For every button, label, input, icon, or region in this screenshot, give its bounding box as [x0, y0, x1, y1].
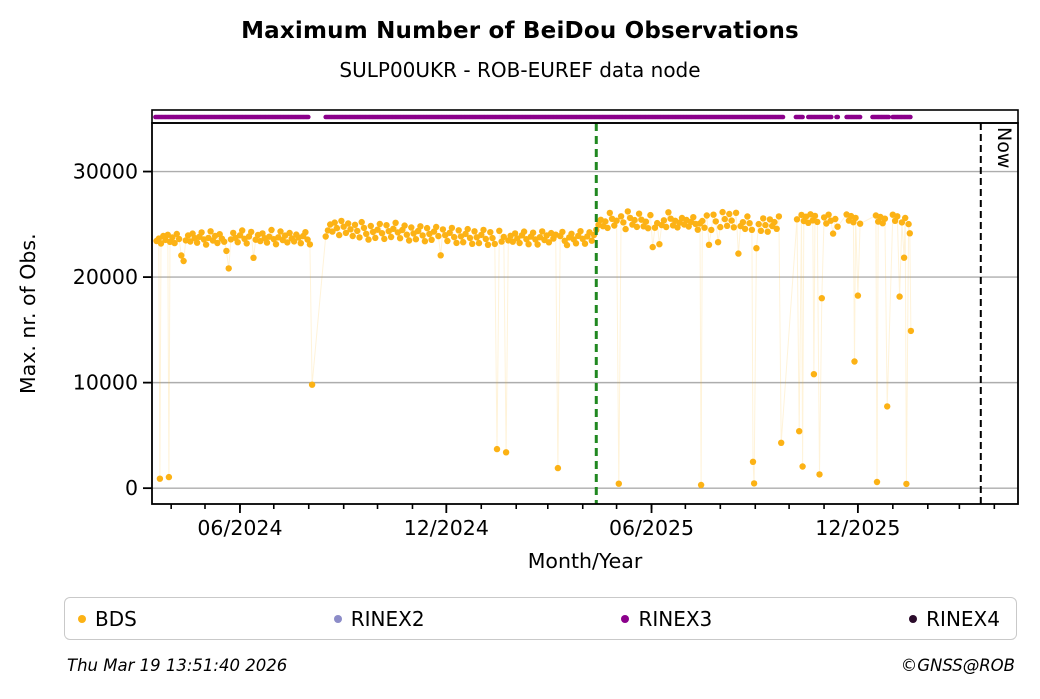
legend-item-bds: BDS: [78, 607, 137, 631]
svg-text:20000: 20000: [73, 265, 138, 289]
gridlines: [152, 170, 1018, 489]
svg-text:10000: 10000: [73, 371, 138, 395]
bds-connecting-line: [156, 210, 912, 486]
svg-text:06/2024: 06/2024: [197, 516, 282, 540]
timestamp-text: Thu Mar 19 13:51:40 2026: [67, 656, 288, 675]
bds-marker-icon: [78, 614, 86, 623]
y-axis-label: Max. nr. of Obs.: [16, 233, 40, 394]
y-ticks: 0 10000 20000 30000: [73, 160, 152, 500]
legend-item-rinex4: RINEX4: [909, 607, 1000, 631]
legend-label-rinex3: RINEX3: [638, 606, 713, 631]
legend-label-rinex4: RINEX4: [926, 606, 1000, 631]
svg-text:06/2025: 06/2025: [609, 516, 694, 540]
bds-points: [153, 208, 915, 489]
legend-label-rinex2: RINEX2: [350, 606, 425, 631]
rinex2-marker-icon: [333, 614, 342, 623]
svg-text:12/2024: 12/2024: [404, 516, 489, 540]
rinex3-strip-points: [153, 114, 913, 120]
svg-text:30000: 30000: [73, 160, 138, 184]
legend: BDS RINEX2 RINEX3 RINEX4: [64, 597, 1017, 640]
credit-text: ©GNSS@ROB: [900, 656, 1015, 675]
rinex4-marker-icon: [909, 614, 918, 623]
chart-title: Maximum Number of BeiDou Observations: [241, 18, 799, 44]
x-ticks: 06/2024 12/2024 06/2025 12/2025: [170, 504, 996, 540]
rinex3-marker-icon: [621, 614, 630, 623]
chart-subtitle: SULP00UKR - ROB-EUREF data node: [339, 58, 701, 82]
svg-text:12/2025: 12/2025: [815, 516, 900, 540]
svg-text:0: 0: [125, 476, 138, 500]
axes: [151, 109, 1019, 505]
x-axis-label: Month/Year: [527, 549, 643, 573]
legend-item-rinex3: RINEX3: [621, 607, 712, 631]
legend-label-bds: BDS: [95, 606, 137, 631]
now-annotation-label: Now: [993, 127, 1015, 169]
legend-item-rinex2: RINEX2: [333, 606, 425, 631]
